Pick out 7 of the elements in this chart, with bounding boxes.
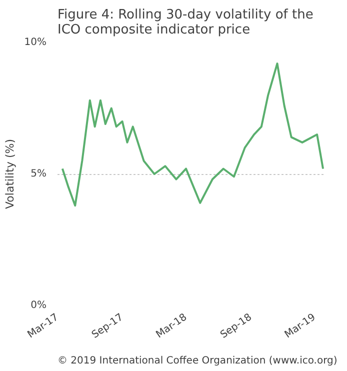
y-tick-label: 10% <box>24 37 47 48</box>
text: © 2019 International Coffee Organization (www.ico.org) <box>58 356 338 366</box>
y-axis-title: Volatility (%) <box>3 138 16 210</box>
y-tick-label: 5% <box>30 168 47 180</box>
chart-title: Figure 4: Rolling 30-day volatility of the ICO composite indicator price <box>58 8 314 38</box>
line-series <box>61 62 324 207</box>
y-tick-label: 0% <box>30 300 47 311</box>
